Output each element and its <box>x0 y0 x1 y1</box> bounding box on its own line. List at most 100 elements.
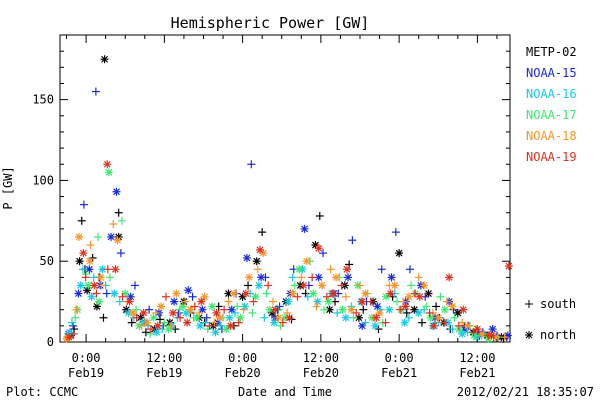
noaa-18-south-point-0 <box>72 305 81 314</box>
x-axis-label: Date and Time <box>238 385 332 399</box>
noaa-19-south-point-8 <box>176 313 185 322</box>
noaa-19-south-point-16 <box>293 292 302 301</box>
noaa-19-north-point-16 <box>285 313 294 322</box>
noaa-18-north-point-2 <box>85 257 94 266</box>
noaa-19-south-point-7 <box>161 292 170 301</box>
noaa-19-north-point-9 <box>183 318 192 327</box>
noaa-18-south-point-12 <box>239 305 248 314</box>
y-tick-label-3: 150 <box>32 93 54 107</box>
metp-02-south-point-20 <box>315 211 324 220</box>
noaa-17-south-point-18 <box>320 305 329 314</box>
legend-entry-noaa-17: NOAA-17 <box>526 108 577 122</box>
noaa-18-north-point-13 <box>245 273 254 282</box>
noaa-18-south-point-1 <box>86 241 95 250</box>
marker-legend-label-south: south <box>540 297 576 311</box>
metp-02-south-point-27 <box>417 318 426 327</box>
noaa-19-south-point-1 <box>81 273 90 282</box>
noaa-16-south-point-1 <box>78 265 87 274</box>
noaa-18-south-point-6 <box>151 308 160 317</box>
metp-02-south-point-15 <box>244 281 253 290</box>
noaa-19-south-point-6 <box>146 325 155 334</box>
noaa-16-south-point-21 <box>361 318 370 327</box>
plot-timestamp: 2012/02/21 18:35:07 <box>457 385 594 399</box>
noaa-17-south-point-12 <box>233 302 242 311</box>
noaa-19-south-point-27 <box>454 321 463 330</box>
noaa-17-north-point-4 <box>104 168 113 177</box>
noaa-19-north-point-4 <box>111 265 120 274</box>
noaa-18-south-point-10 <box>210 318 219 327</box>
noaa-17-north-point-7 <box>149 313 158 322</box>
noaa-18-north-point-7 <box>157 302 166 311</box>
noaa-17-south-point-20 <box>349 313 358 322</box>
noaa-18-north-point-12 <box>229 289 238 298</box>
noaa-19-south-point-11 <box>220 305 229 314</box>
legend-entry-noaa-16: NOAA-16 <box>526 87 577 101</box>
noaa-18-north-point-16 <box>288 289 297 298</box>
noaa-17-south-point-0 <box>71 313 80 322</box>
noaa-17-north-point-12 <box>222 325 231 334</box>
noaa-17-north-point-23 <box>382 292 391 301</box>
metp-02-north-point-15 <box>252 257 261 266</box>
noaa-18-south-point-26 <box>442 297 451 306</box>
noaa-19-south-point-4 <box>118 292 127 301</box>
noaa-19-north-point-2 <box>90 281 99 290</box>
noaa-15-north-point-10 <box>184 286 193 295</box>
noaa-19-north-point-19 <box>328 289 337 298</box>
noaa-16-north-point-23 <box>385 305 394 314</box>
noaa-16-north-point-14 <box>254 281 263 290</box>
noaa-16-north-point-20 <box>341 313 350 322</box>
noaa-17-south-point-3 <box>106 273 114 282</box>
noaa-19-north-point-8 <box>169 308 178 317</box>
x-tick-time-3: 12:00 <box>303 351 339 365</box>
noaa-16-north-point-22 <box>371 321 380 330</box>
noaa-18-north-point-19 <box>332 273 341 282</box>
y-tick-label-2: 100 <box>32 173 54 187</box>
x-tick-date-2: Feb20 <box>225 366 261 380</box>
data-markers <box>62 55 513 343</box>
noaa-18-north-point-24 <box>404 292 413 301</box>
metp-02-south-point-5 <box>99 313 108 322</box>
noaa-19-south-point-10 <box>205 321 214 330</box>
noaa-15-south-point-4 <box>116 249 125 258</box>
noaa-19-north-point-25 <box>415 292 424 301</box>
noaa-16-south-point-16 <box>288 273 297 282</box>
noaa-17-north-point-14 <box>251 292 260 301</box>
noaa-16-north-point-7 <box>152 328 161 337</box>
noaa-19-north-point-29 <box>473 325 482 334</box>
legend: METP-02 NOAA-15 NOAA-16 NOAA-17 NOAA-18 NOAA-… <box>526 45 577 164</box>
noaa-19-north-point-3 <box>103 160 112 169</box>
noaa-18-north-point-29 <box>477 329 486 338</box>
noaa-19-south-point-15 <box>278 318 287 327</box>
noaa-19-north-point-17 <box>299 281 308 290</box>
noaa-16-north-point-16 <box>284 297 293 306</box>
noaa-19-north-point-12 <box>226 321 235 330</box>
noaa-18-north-point-17 <box>302 257 311 266</box>
noaa-16-north-point-12 <box>225 313 234 322</box>
chart-title: Hemispheric Power [GW] <box>171 14 370 32</box>
metp-02-south-point-6 <box>114 208 123 217</box>
metp-02-south-point-7 <box>127 318 136 327</box>
noaa-18-south-point-30 <box>500 333 509 342</box>
noaa-18-north-point-10 <box>200 292 209 301</box>
noaa-18-north-point-11 <box>215 313 224 322</box>
y-axis-label: P [GW] <box>1 166 15 209</box>
plot-frame <box>59 34 511 343</box>
x-tick-date-4: Feb21 <box>381 366 417 380</box>
noaa-19-south-point-21 <box>366 297 375 306</box>
noaa-19-north-point-22 <box>372 313 381 322</box>
noaa-15-north-point-4 <box>107 232 116 241</box>
noaa-17-south-point-26 <box>436 292 445 301</box>
noaa-18-south-point-11 <box>224 297 233 306</box>
noaa-19-north-point-31 <box>504 262 513 271</box>
noaa-18-south-point-9 <box>195 308 204 317</box>
noaa-15-north-point-9 <box>170 297 179 306</box>
noaa-18-north-point-15 <box>274 313 283 322</box>
noaa-17-north-point-10 <box>192 313 201 322</box>
noaa-16-north-point-9 <box>182 308 191 317</box>
noaa-15-north-point-1 <box>74 289 83 298</box>
noaa-16-south-point-12 <box>231 308 239 317</box>
noaa-19-south-point-17 <box>308 273 317 282</box>
noaa-19-north-point-28 <box>459 305 468 314</box>
noaa-18-south-point-18 <box>326 265 335 274</box>
